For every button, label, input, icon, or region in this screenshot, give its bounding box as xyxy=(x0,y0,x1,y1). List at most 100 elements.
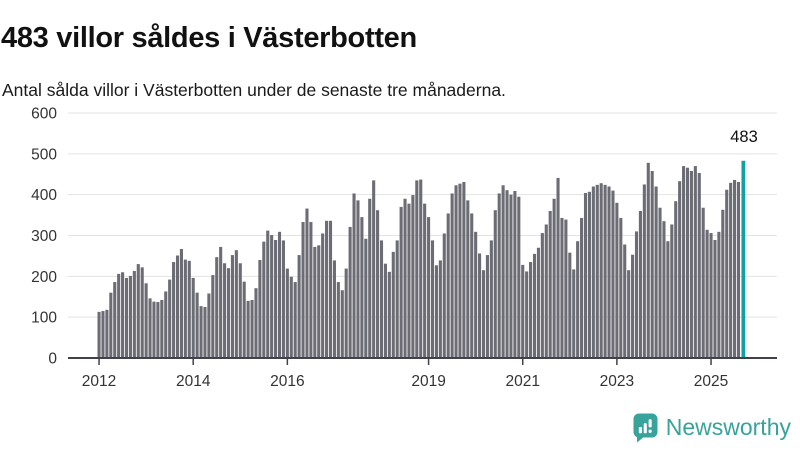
bar xyxy=(548,211,552,358)
bar xyxy=(156,302,160,358)
newsworthy-wordmark: Newsworthy xyxy=(665,414,791,440)
bar xyxy=(701,207,705,358)
bar xyxy=(540,233,544,358)
bar xyxy=(203,306,207,358)
bar xyxy=(525,271,529,358)
bar xyxy=(666,241,670,358)
bar xyxy=(136,264,140,358)
bar xyxy=(309,222,313,358)
bar xyxy=(364,238,368,358)
bar xyxy=(670,224,674,358)
bar xyxy=(301,222,305,358)
bar xyxy=(399,206,403,358)
bar xyxy=(721,209,725,358)
bar xyxy=(223,263,227,358)
bar xyxy=(736,182,741,358)
bar xyxy=(619,217,623,358)
bar xyxy=(478,253,482,358)
y-tick-label: 400 xyxy=(31,187,57,204)
bar xyxy=(560,217,564,358)
bar xyxy=(642,184,646,358)
bar xyxy=(442,233,446,358)
bar xyxy=(348,226,352,358)
bar xyxy=(262,241,266,358)
bar xyxy=(305,208,309,358)
bar xyxy=(552,198,556,358)
bar xyxy=(215,257,219,358)
bar xyxy=(583,193,588,358)
bar xyxy=(152,301,156,358)
bar xyxy=(580,217,584,358)
bar xyxy=(113,282,117,358)
y-tick-label: 500 xyxy=(31,146,57,163)
newsworthy-logo[interactable]: Newsworthy xyxy=(632,412,791,443)
bar xyxy=(175,255,180,358)
bar xyxy=(709,233,713,358)
bar xyxy=(321,233,325,358)
bar xyxy=(729,182,733,358)
bar xyxy=(513,190,517,358)
bar xyxy=(485,255,489,358)
bar xyxy=(674,201,678,358)
bar xyxy=(325,220,329,358)
bar xyxy=(446,213,450,358)
bar xyxy=(481,270,486,358)
bar xyxy=(219,246,223,358)
bar xyxy=(191,277,195,358)
bar xyxy=(713,239,717,358)
bar xyxy=(615,202,619,358)
bar xyxy=(383,263,387,358)
bar xyxy=(646,162,650,358)
bar xyxy=(360,217,364,358)
bar xyxy=(497,193,501,358)
bar xyxy=(199,306,203,358)
bar xyxy=(544,224,548,358)
bar xyxy=(682,166,686,358)
bar xyxy=(474,231,478,358)
bar xyxy=(340,290,344,358)
bar xyxy=(678,181,682,358)
bar xyxy=(733,179,737,358)
bar xyxy=(470,213,474,358)
bar xyxy=(717,231,721,358)
bar xyxy=(458,183,462,358)
bar xyxy=(274,239,278,358)
y-tick-label: 300 xyxy=(31,228,57,245)
x-tick-label: 2021 xyxy=(505,373,539,390)
y-tick-label: 600 xyxy=(31,106,57,123)
bar xyxy=(160,300,164,358)
bar xyxy=(313,246,317,358)
bar xyxy=(517,196,521,358)
bar xyxy=(501,185,505,358)
newsworthy-icon xyxy=(633,413,658,443)
bar xyxy=(317,245,321,358)
bar xyxy=(430,240,435,358)
bar xyxy=(242,281,246,358)
chart-subtitle: Antal sålda villor i Västerbotten under … xyxy=(2,79,506,100)
bar xyxy=(132,271,136,358)
bar xyxy=(183,259,187,358)
bar xyxy=(379,240,384,358)
y-tick-label: 0 xyxy=(48,351,57,368)
bar xyxy=(372,180,376,358)
bar xyxy=(277,231,282,358)
bar xyxy=(352,193,356,358)
highlight-value-label: 483 xyxy=(730,128,758,146)
bar xyxy=(289,276,293,358)
x-tick-label: 2019 xyxy=(411,373,445,390)
bar xyxy=(101,311,105,358)
bar xyxy=(403,198,407,358)
bar xyxy=(391,251,395,358)
x-tick-label: 2012 xyxy=(82,373,116,390)
bar xyxy=(387,271,391,358)
bar xyxy=(489,240,493,358)
bar xyxy=(650,170,654,358)
bar xyxy=(254,288,258,358)
bar xyxy=(117,273,121,358)
bar xyxy=(336,282,340,358)
bar xyxy=(568,252,572,358)
bar xyxy=(250,300,254,358)
bar xyxy=(591,186,595,358)
bar xyxy=(532,253,537,358)
